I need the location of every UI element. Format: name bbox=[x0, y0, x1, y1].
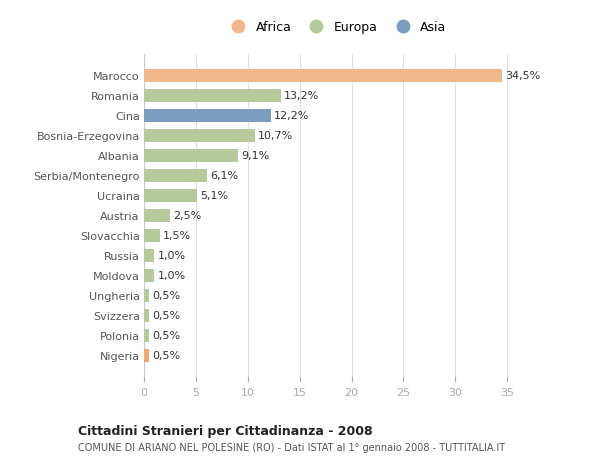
Bar bbox=[144, 329, 149, 342]
Text: 9,1%: 9,1% bbox=[242, 151, 270, 161]
Text: 1,5%: 1,5% bbox=[163, 231, 191, 241]
Bar bbox=[144, 269, 154, 282]
Text: 5,1%: 5,1% bbox=[200, 191, 228, 201]
Text: 34,5%: 34,5% bbox=[505, 71, 541, 81]
Bar bbox=[144, 249, 154, 262]
Bar bbox=[144, 129, 255, 142]
Bar bbox=[144, 309, 149, 322]
Bar bbox=[144, 229, 160, 242]
Bar bbox=[144, 209, 170, 222]
Text: 13,2%: 13,2% bbox=[284, 91, 319, 101]
Text: Cittadini Stranieri per Cittadinanza - 2008: Cittadini Stranieri per Cittadinanza - 2… bbox=[78, 425, 373, 437]
Text: COMUNE DI ARIANO NEL POLESINE (RO) - Dati ISTAT al 1° gennaio 2008 - TUTTITALIA.: COMUNE DI ARIANO NEL POLESINE (RO) - Dat… bbox=[78, 442, 505, 452]
Bar bbox=[144, 150, 238, 162]
Text: 0,5%: 0,5% bbox=[152, 350, 181, 360]
Bar bbox=[144, 289, 149, 302]
Text: 2,5%: 2,5% bbox=[173, 211, 202, 221]
Bar bbox=[144, 169, 208, 182]
Text: 10,7%: 10,7% bbox=[258, 131, 293, 141]
Bar bbox=[144, 189, 197, 202]
Bar bbox=[144, 349, 149, 362]
Bar bbox=[144, 70, 502, 83]
Text: 1,0%: 1,0% bbox=[157, 270, 185, 280]
Text: 1,0%: 1,0% bbox=[157, 251, 185, 261]
Text: 12,2%: 12,2% bbox=[274, 111, 309, 121]
Bar bbox=[144, 90, 281, 102]
Text: 0,5%: 0,5% bbox=[152, 330, 181, 340]
Legend: Africa, Europa, Asia: Africa, Europa, Asia bbox=[221, 17, 452, 39]
Text: 0,5%: 0,5% bbox=[152, 291, 181, 301]
Text: 6,1%: 6,1% bbox=[211, 171, 239, 181]
Bar bbox=[144, 110, 271, 123]
Text: 0,5%: 0,5% bbox=[152, 310, 181, 320]
